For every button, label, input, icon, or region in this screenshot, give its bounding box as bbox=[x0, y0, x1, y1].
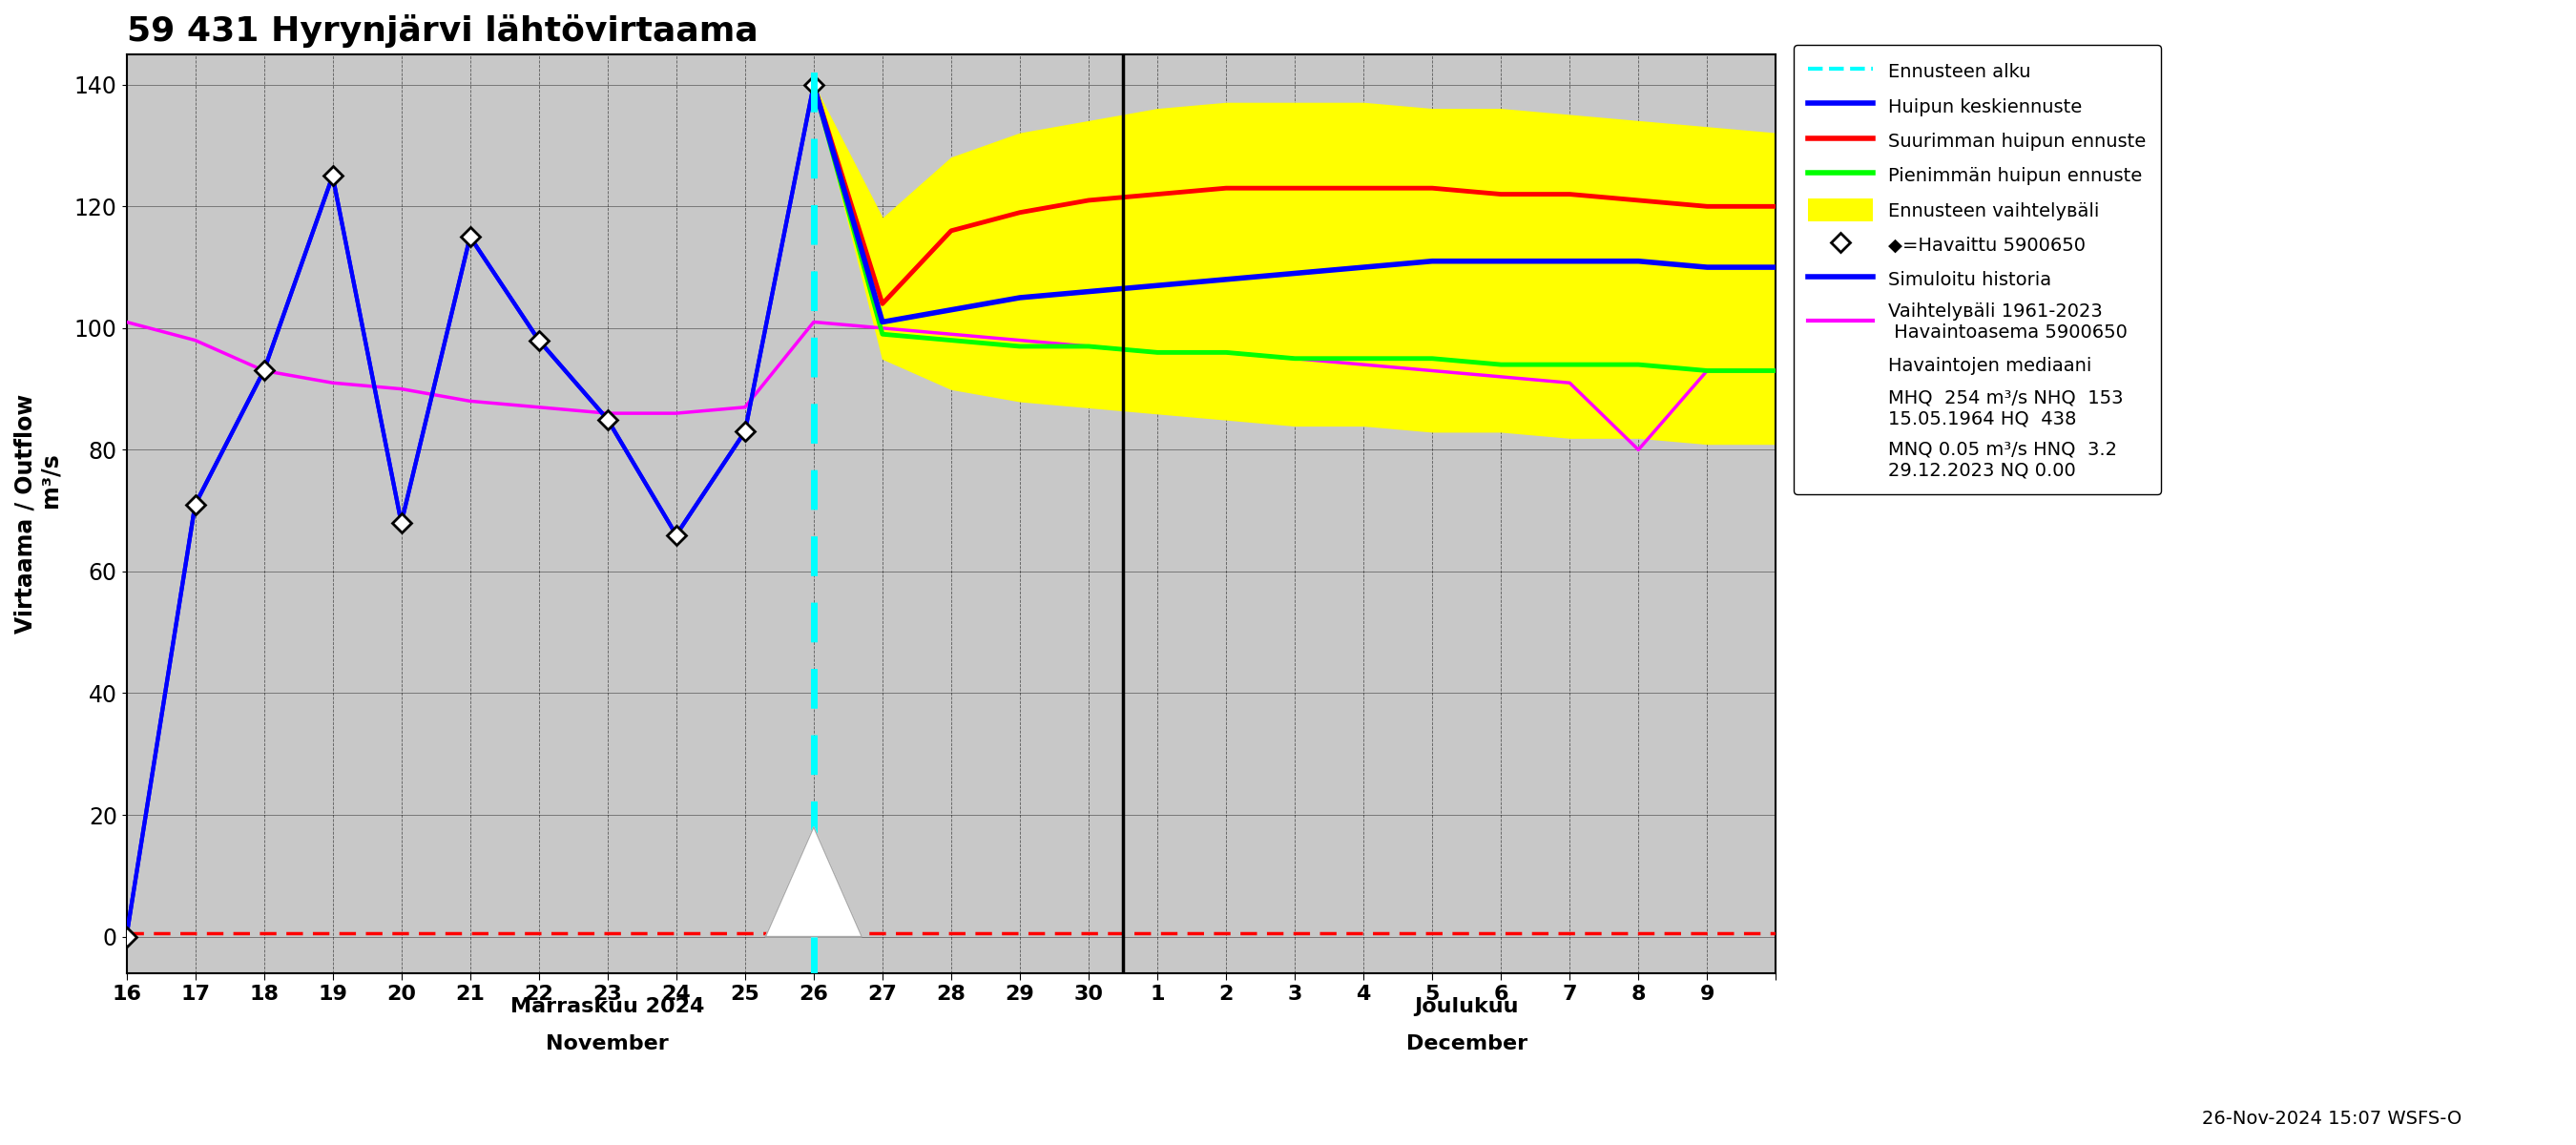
Y-axis label: Virtaama / Outflow
        m³/s: Virtaama / Outflow m³/s bbox=[15, 394, 64, 633]
Text: December: December bbox=[1406, 1034, 1528, 1053]
Polygon shape bbox=[765, 827, 863, 937]
Text: Marraskuu 2024: Marraskuu 2024 bbox=[510, 997, 703, 1017]
Text: November: November bbox=[546, 1034, 670, 1053]
Legend: Ennusteen alku, Huipun keskiennuste, Suurimman huipun ennuste, Pienimmän huipun : Ennusteen alku, Huipun keskiennuste, Suu… bbox=[1793, 45, 2161, 493]
Text: 59 431 Hyrynjärvi lähtövirtaama: 59 431 Hyrynjärvi lähtövirtaama bbox=[126, 14, 757, 48]
Text: 26-Nov-2024 15:07 WSFS-O: 26-Nov-2024 15:07 WSFS-O bbox=[2202, 1110, 2463, 1128]
Text: Joulukuu: Joulukuu bbox=[1414, 997, 1520, 1017]
